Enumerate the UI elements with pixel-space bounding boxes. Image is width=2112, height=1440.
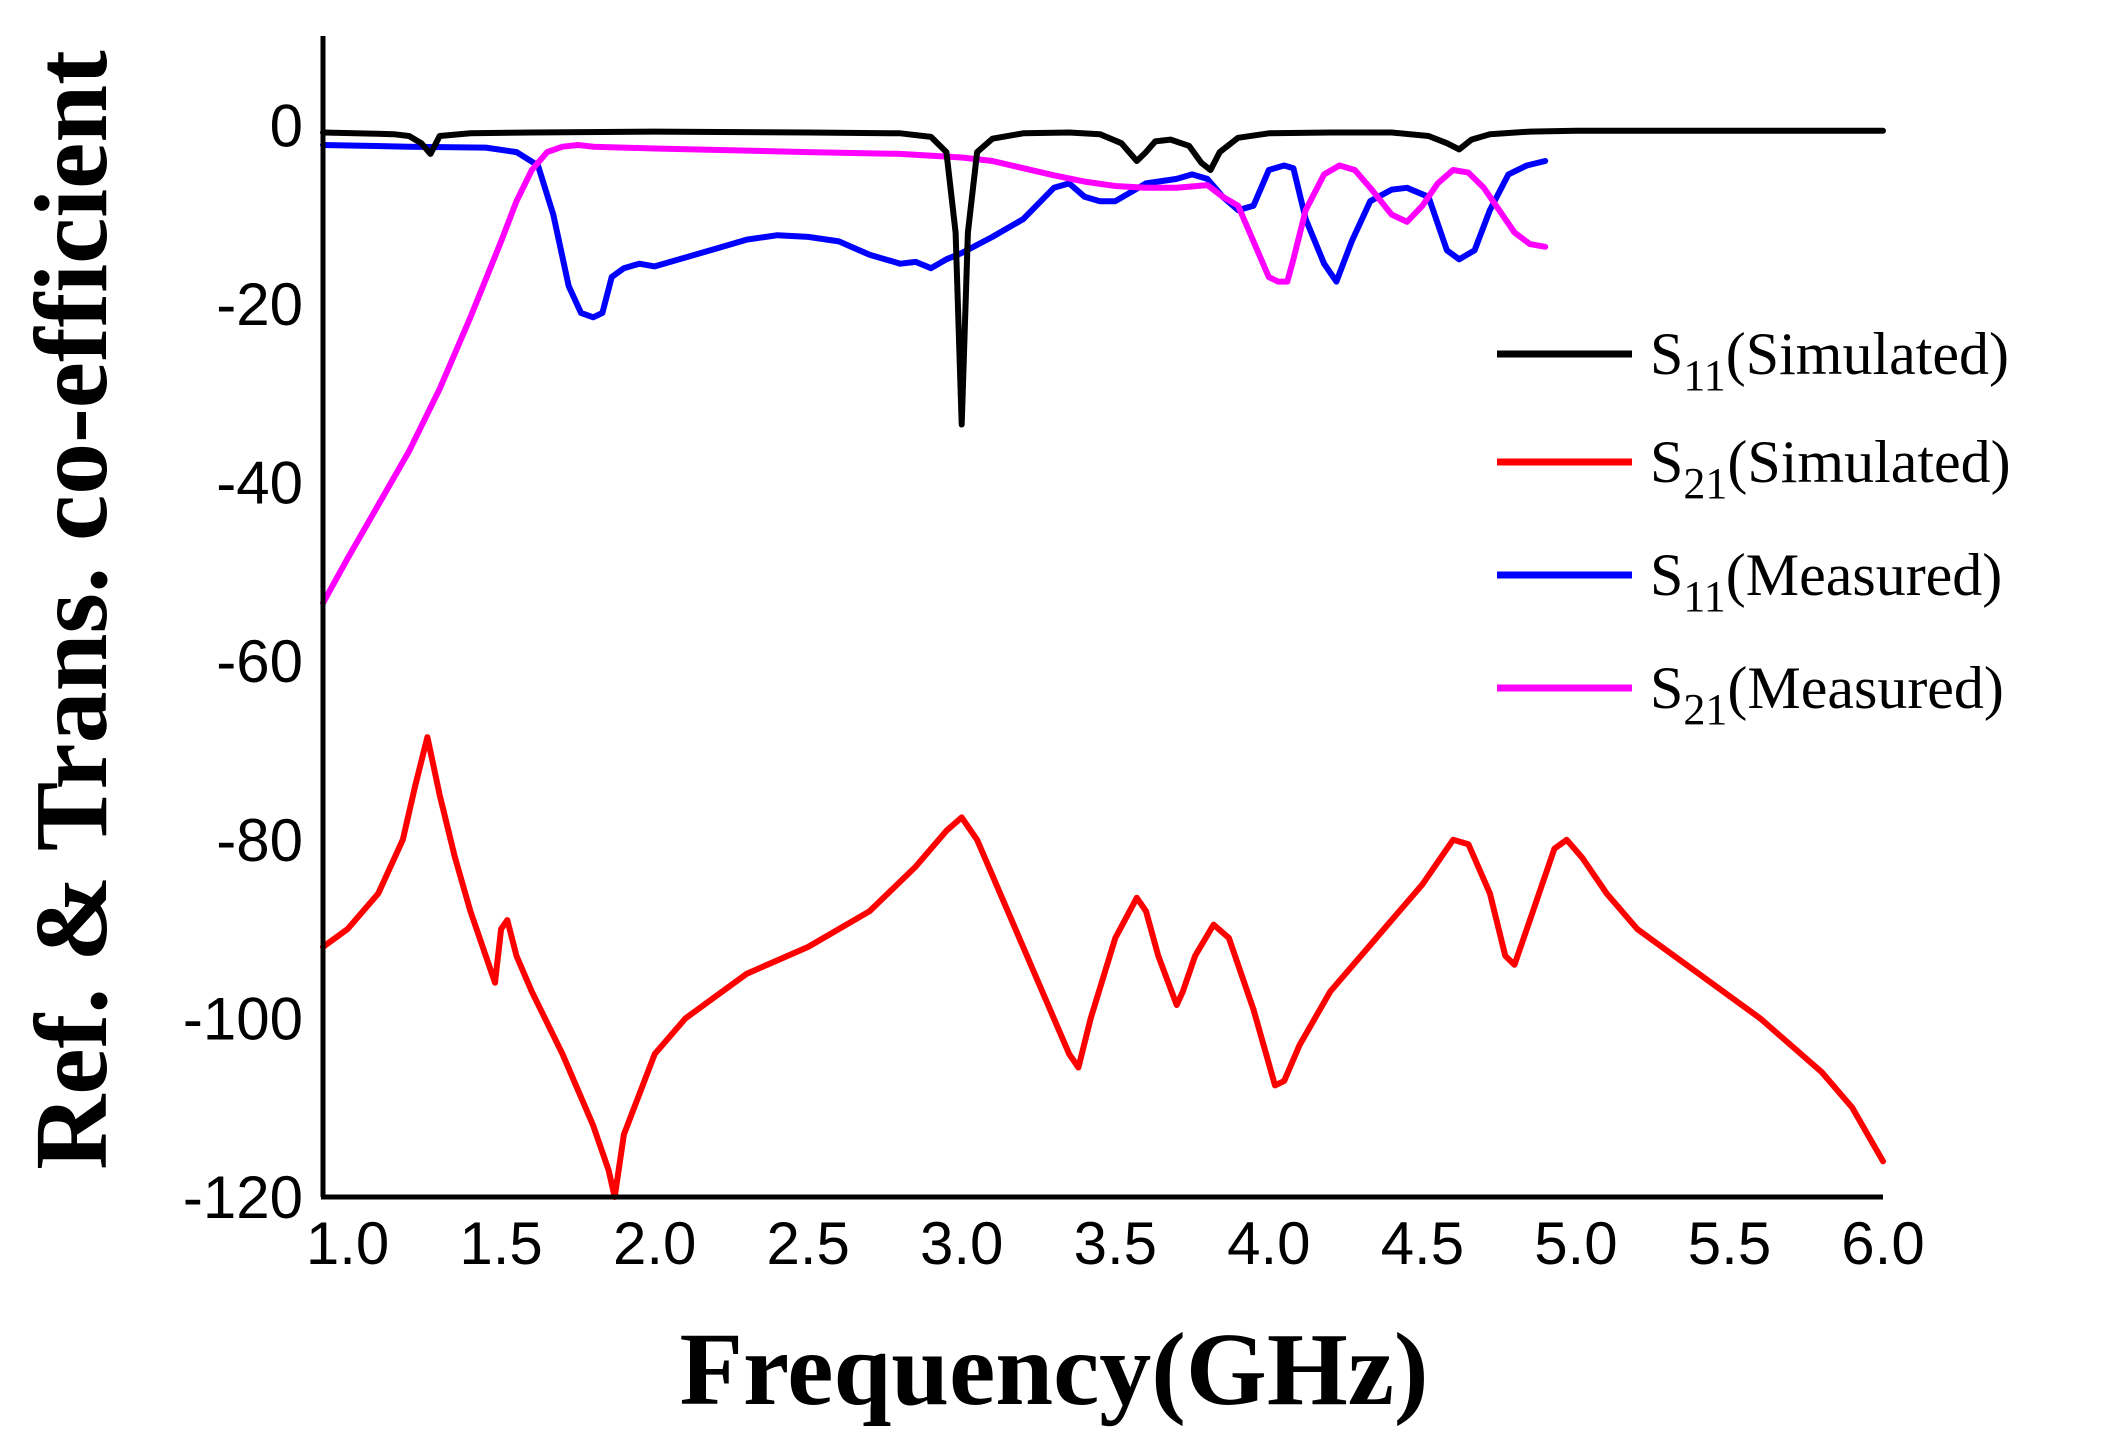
- legend: S11(Simulated) S21(Simulated) S11(Measured…: [1497, 321, 2011, 734]
- y-axis-title: Ref. & Trans. co-efficient: [14, 50, 129, 1170]
- legend-label-3: S11(Measured): [1650, 542, 2002, 621]
- x-tick-label: 5.0: [1534, 1210, 1617, 1277]
- x-tick-label: 3.5: [1074, 1210, 1157, 1277]
- x-tick-label: 2.5: [766, 1210, 849, 1277]
- legend-label-2: S21(Simulated): [1650, 429, 2011, 508]
- y-tick-label: -20: [216, 271, 303, 338]
- x-tick-label: 6.0: [1841, 1210, 1924, 1277]
- x-axis-title: Frequency(GHz): [679, 1312, 1428, 1427]
- y-tick-label: 0: [270, 92, 303, 159]
- y-tick-label: -60: [216, 628, 303, 695]
- series-line-4: [320, 142, 1549, 607]
- series-line-2: [320, 734, 1886, 1200]
- y-tick-label: -120: [183, 1164, 303, 1231]
- y-tick-labels: 0 -20 -40 -60 -80 -100 -120: [183, 92, 303, 1231]
- series-layer: [320, 127, 1886, 1200]
- y-tick-label: -100: [183, 985, 303, 1052]
- x-tick-label: 1.5: [459, 1210, 542, 1277]
- x-tick-label: 3.0: [920, 1210, 1003, 1277]
- y-tick-label: -40: [216, 450, 303, 517]
- legend-label-4: S21(Measured): [1650, 655, 2004, 734]
- y-tick-label: -80: [216, 807, 303, 874]
- legend-label-1: S11(Simulated): [1650, 321, 2009, 400]
- x-tick-label: 4.0: [1227, 1210, 1310, 1277]
- x-tick-label: 2.0: [613, 1210, 696, 1277]
- axes-layer: [320, 36, 1883, 1200]
- x-tick-label: 1.0: [306, 1210, 389, 1277]
- x-tick-labels: 1.0 1.5 2.0 2.5 3.0 3.5 4.0 4.5 5.0 5.5 6.0: [306, 1210, 1925, 1277]
- x-tick-label: 4.5: [1381, 1210, 1464, 1277]
- x-tick-label: 5.5: [1688, 1210, 1771, 1277]
- series-line-1: [320, 127, 1886, 428]
